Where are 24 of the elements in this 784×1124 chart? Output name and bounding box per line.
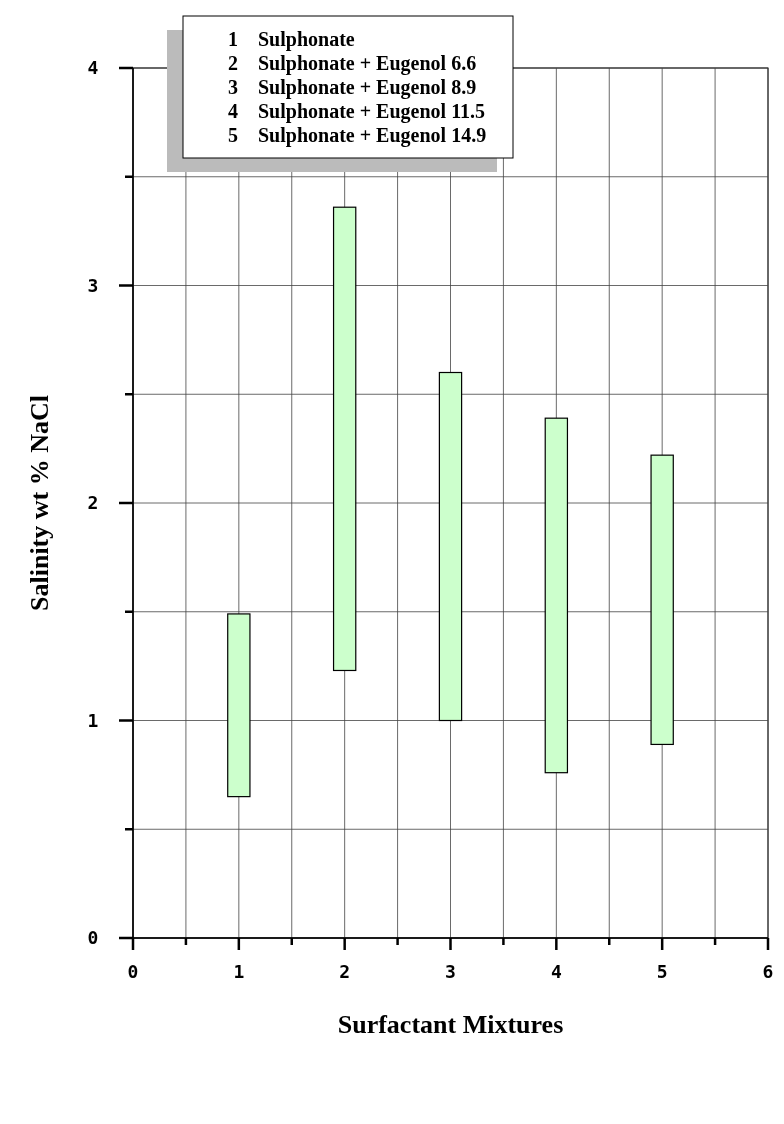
bar	[227, 613, 251, 798]
bar	[650, 454, 674, 746]
x-tick-label: 6	[762, 961, 774, 982]
y-axis-title: Salinity wt % NaCl	[25, 395, 54, 611]
y-tick-label: 1	[87, 709, 99, 731]
x-tick-label: 4	[550, 961, 562, 982]
annotation: 5 Sulphonate + Eugenol 14.9	[228, 124, 487, 147]
bar	[544, 417, 569, 774]
annotation: 3 Sulphonate + Eugenol 8.9	[228, 76, 477, 99]
x-tick-label: 2	[339, 961, 351, 982]
y-tick-label: 3	[87, 274, 99, 296]
y-tick-label: 2	[87, 492, 99, 514]
annotation: 2 Sulphonate + Eugenol 6.6	[228, 52, 477, 75]
x-tick-label: 1	[233, 961, 245, 982]
x-tick-label: 3	[445, 961, 456, 982]
text: 1 Sulphonate	[228, 28, 355, 51]
x-tick-label: 0	[127, 961, 139, 982]
x-tick-label: 5	[656, 961, 668, 982]
x-axis-title: Surfactant Mixtures	[337, 1010, 564, 1039]
y-tick-label: 0	[87, 927, 99, 949]
bar	[332, 206, 357, 672]
y-tick-label: 4	[87, 57, 99, 79]
annotation: 4 Sulphonate + Eugenol 11.5	[228, 100, 486, 123]
bar	[438, 371, 463, 722]
